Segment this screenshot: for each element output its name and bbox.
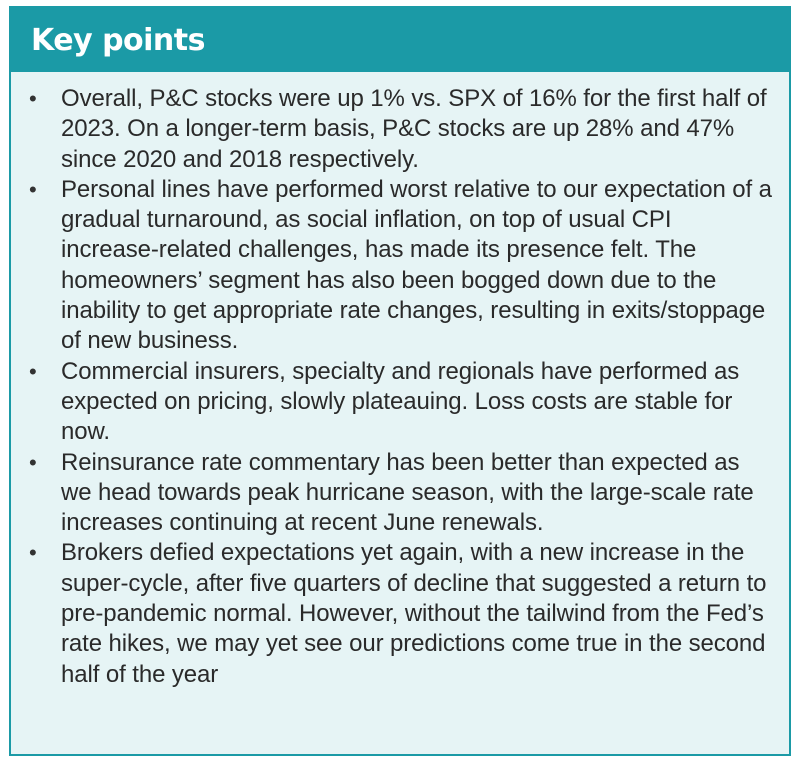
key-points-list: • Overall, P&C stocks were up 1% vs. SPX… [11,72,789,690]
list-item: • Brokers defied expectations yet again,… [29,538,773,689]
bullet-icon: • [29,449,37,475]
point-text: Brokers defied expectations yet again, w… [61,539,767,688]
point-text: Reinsurance rate commentary has been bet… [61,448,754,537]
list-item: • Commercial insurers, specialty and reg… [29,357,773,448]
point-text: Commercial insurers, specialty and regio… [61,357,740,446]
list-item: • Overall, P&C stocks were up 1% vs. SPX… [29,84,773,175]
bullet-icon: • [29,86,37,111]
key-points-box: Key points • Overall, P&C stocks were up… [9,6,791,756]
bullet-icon: • [29,358,37,384]
list-item: • Personal lines have performed worst re… [29,175,773,357]
bullet-icon: • [29,176,37,202]
key-points-title: Key points [31,22,206,58]
bullet-icon: • [29,540,37,566]
point-text: Overall, P&C stocks were up 1% vs. SPX o… [61,85,767,173]
list-item: • Reinsurance rate commentary has been b… [29,448,773,539]
key-points-header: Key points [11,8,789,72]
point-text: Personal lines have performed worst rela… [61,175,772,355]
